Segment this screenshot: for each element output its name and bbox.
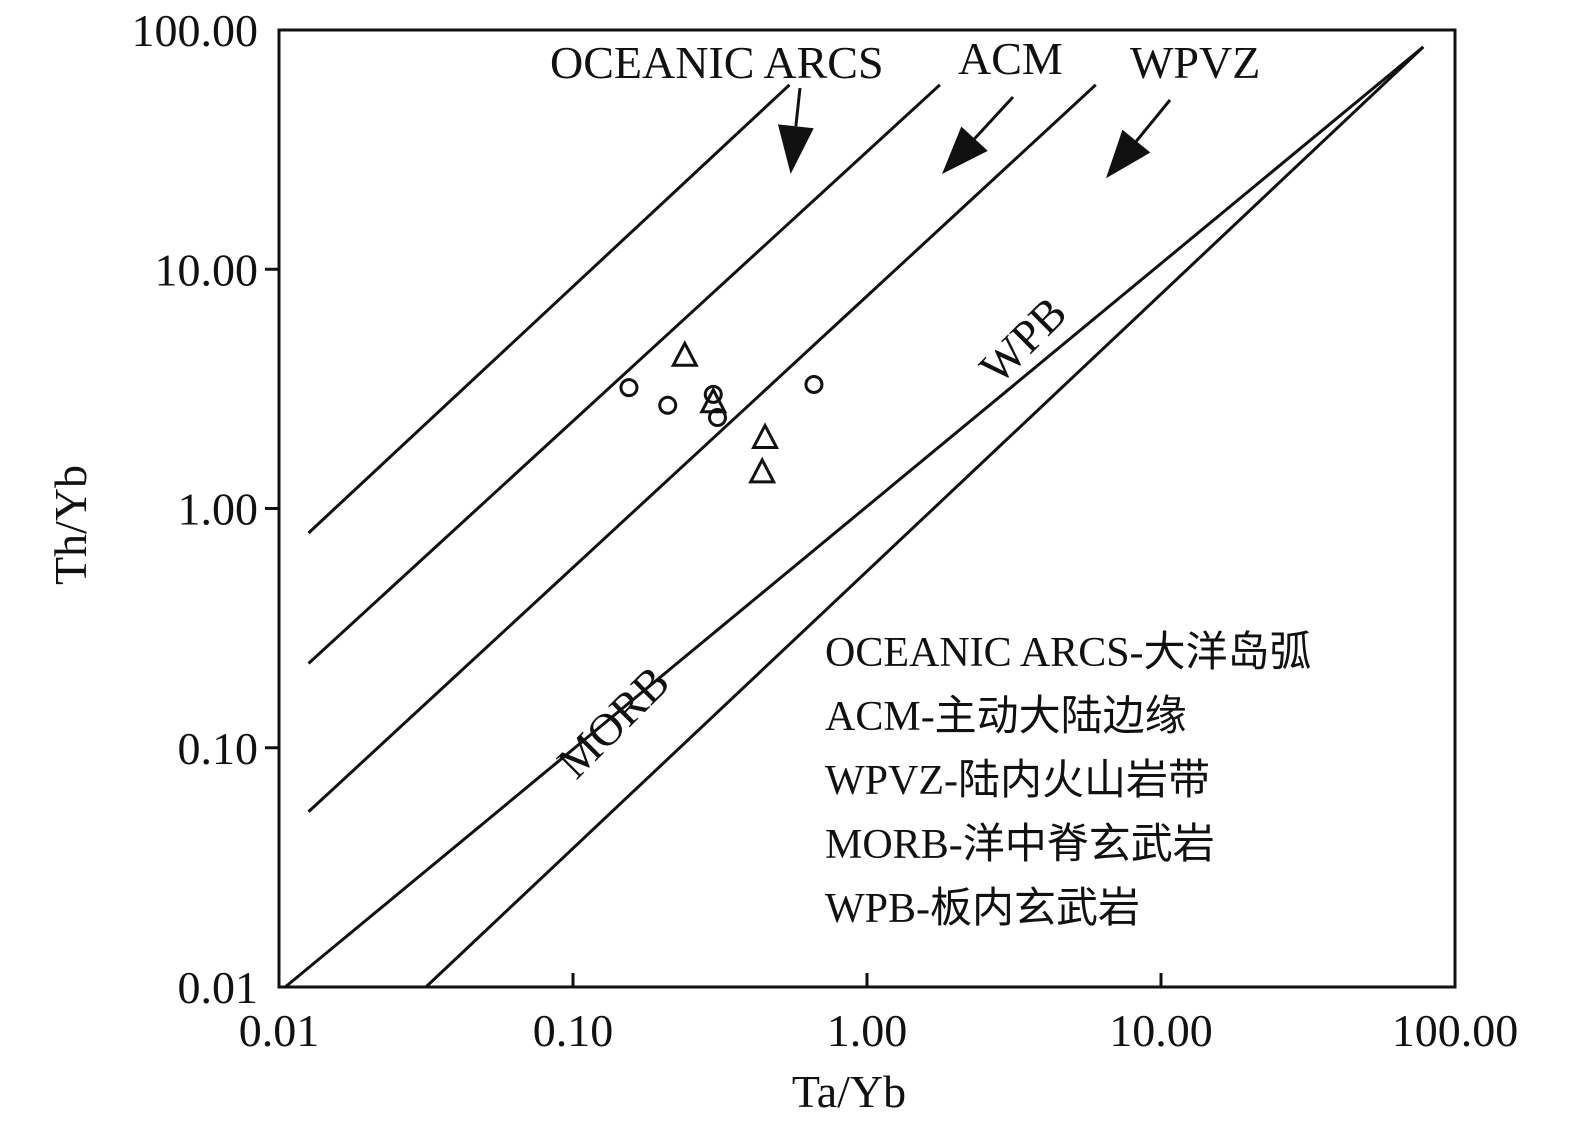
legend-entry: MORB-洋中脊玄武岩 (825, 822, 1215, 868)
y-axis: 0.01 0.10 1.00 10.00 100.00 (132, 5, 279, 1013)
data-point-triangle (751, 422, 780, 449)
y-tick-label: 0.10 (178, 723, 259, 774)
legend-entry: WPB-板内玄武岩 (825, 886, 1140, 932)
data-point-triangle (670, 340, 699, 367)
y-tick-label: 10.00 (155, 244, 259, 295)
boundary-line (284, 45, 1425, 989)
boundary-line (307, 83, 1097, 813)
region-label-oceanic-arcs: OCEANIC ARCS (550, 37, 884, 88)
boundary-line (307, 83, 791, 535)
region-label-wpvz: WPVZ (1130, 37, 1260, 88)
region-arrows (777, 87, 1172, 179)
data-point-circle (703, 384, 723, 404)
x-tick-label: 10.00 (1109, 1005, 1213, 1056)
x-tick-label: 0.01 (239, 1005, 320, 1056)
boundary-line (307, 83, 941, 665)
region-label-acm: ACM (958, 33, 1063, 84)
data-point-circle (619, 378, 639, 398)
arrow-head (777, 124, 814, 175)
legend-entry: OCEANIC ARCS-大洋岛弧 (825, 629, 1312, 676)
boundary-lines (284, 45, 1425, 989)
boundary-line (424, 45, 1425, 989)
data-point-triangle (699, 386, 728, 414)
data-points (619, 340, 824, 484)
y-tick-label: 0.01 (178, 962, 259, 1013)
data-point-circle (804, 374, 824, 394)
x-axis: 0.01 0.10 1.00 10.00 100.00 (239, 973, 1519, 1056)
arrow-line (794, 87, 802, 127)
legend: OCEANIC ARCS-大洋岛弧 ACM-主动大陆边缘 WPVZ-陆内火山岩带… (825, 629, 1312, 932)
y-axis-label: Th/Yb (45, 465, 96, 585)
data-point-circle (658, 395, 678, 415)
arrow-head (1105, 129, 1151, 179)
legend-entry: WPVZ-陆内火山岩带 (825, 758, 1210, 804)
data-point-triangle (748, 456, 777, 484)
x-axis-label: Ta/Yb (792, 1066, 906, 1117)
y-tick-label: 100.00 (132, 5, 259, 56)
x-tick-label: 0.10 (533, 1005, 614, 1056)
x-tick-label: 1.00 (827, 1005, 908, 1056)
y-tick-label: 1.00 (178, 484, 259, 535)
x-tick-label: 100.00 (1392, 1005, 1519, 1056)
legend-entry: ACM-主动大陆边缘 (825, 694, 1187, 740)
arrow-line (1135, 99, 1172, 143)
arrow-head (942, 126, 988, 175)
data-point-circle (707, 408, 727, 428)
arrow-line (973, 95, 1015, 140)
